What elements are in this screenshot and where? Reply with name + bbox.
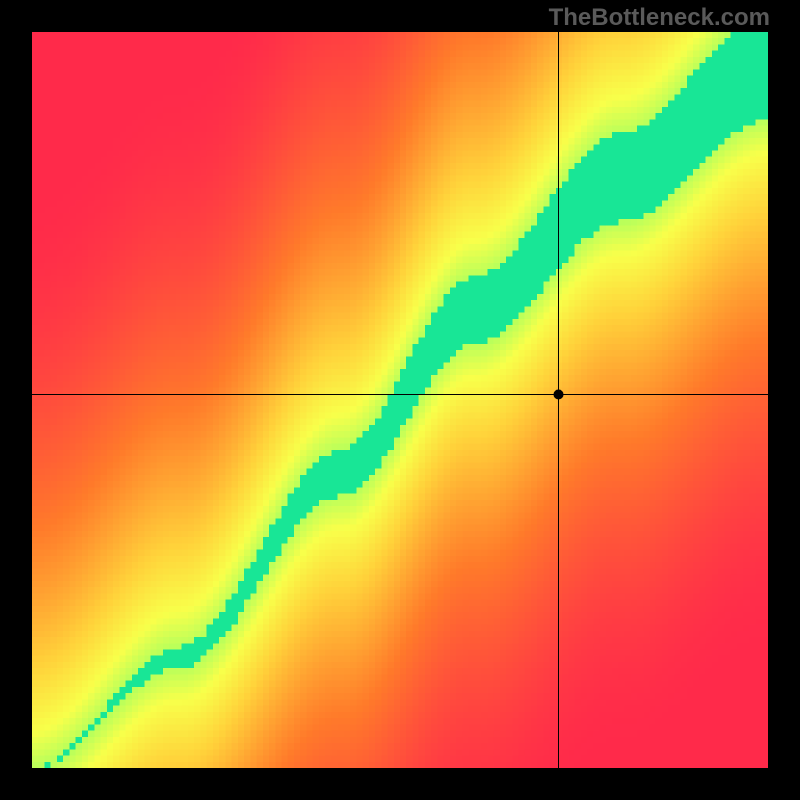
watermark-text: TheBottleneck.com xyxy=(549,4,770,32)
crosshair-overlay xyxy=(32,32,768,768)
